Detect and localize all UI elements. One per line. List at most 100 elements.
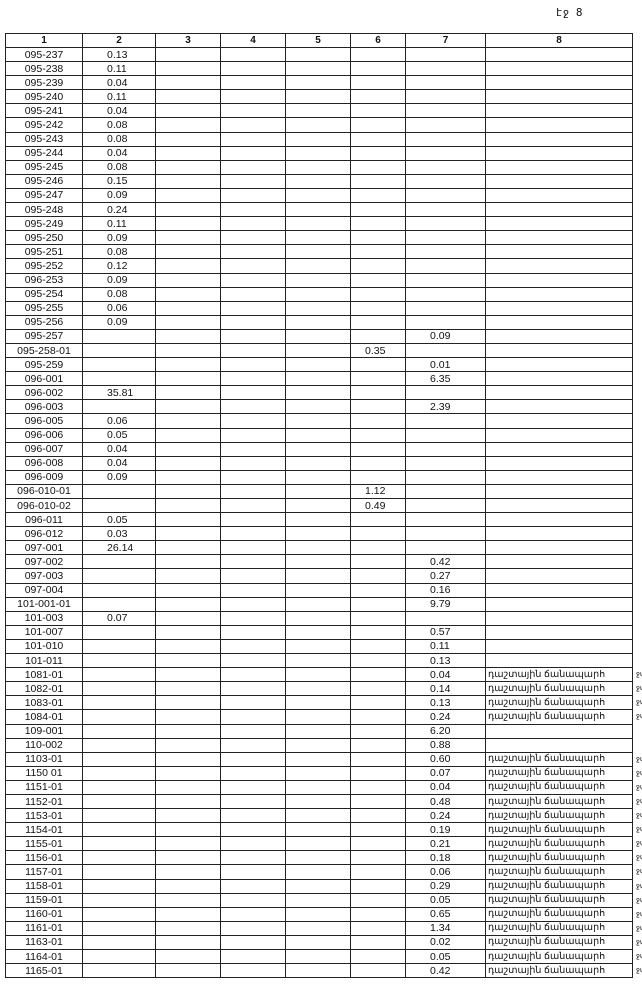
cell-col-5 [285,751,351,767]
column-header: 1 [5,33,83,48]
cell-col-8 [485,568,633,584]
cell-col-2 [82,836,156,852]
cell-col-5 [285,159,351,175]
cell-col-6 [350,920,406,936]
cell-col-2 [82,624,156,640]
cell-col-8 [485,159,633,175]
cell-col-7: 0.13 [405,695,486,711]
cell-col-2: 0.06 [82,300,156,316]
cell-col-1: 101-007 [5,624,83,640]
cell-col-8 [485,103,633,119]
cell-col-4 [220,596,286,612]
margin-note: ջմ [636,826,642,834]
cell-col-2 [82,638,156,655]
cell-col-6 [350,653,406,669]
cell-col-2 [82,906,156,922]
cell-col-5 [285,46,351,63]
cell-col-5 [285,540,351,556]
cell-col-4 [220,681,286,697]
cell-col-2: 0.04 [82,145,156,161]
cell-col-5 [285,554,351,570]
cell-col-5 [285,906,351,922]
cell-col-8: դաշտային ճանապարհ ջմ [485,878,642,894]
cell-col-8 [485,328,633,344]
table-row: 095-247 0.09 [5,187,633,204]
margin-note: ջմ [636,896,642,904]
land-type-text: դաշտային ճանապարհ [488,964,606,976]
cell-col-3 [155,173,221,189]
cell-col-6 [350,582,406,598]
cell-col-4 [220,737,286,753]
cell-col-7: 0.05 [405,892,486,908]
cell-col-8 [485,441,633,457]
cell-col-8 [485,653,633,669]
cell-col-7 [405,300,486,316]
cell-col-3 [155,357,221,373]
cell-col-7 [405,61,486,77]
land-type-text: դաշտային ճանապարհ [488,795,606,807]
margin-note: ջմ [636,854,642,862]
cell-col-3 [155,695,221,711]
cell-col-3 [155,512,221,528]
cell-col-4 [220,46,286,63]
cell-col-2 [82,878,156,894]
cell-col-2 [82,808,156,824]
cell-col-6 [350,173,406,189]
cell-col-8 [485,202,633,218]
cell-col-6 [350,526,406,542]
cell-col-2 [82,399,156,415]
cell-col-7: 6.20 [405,723,486,739]
cell-col-1: 1164-01 [5,948,83,965]
land-type-text: դաշտային ճանապարհ [488,865,606,877]
cell-col-1: 096-008 [5,455,83,471]
cell-col-7: 0.57 [405,624,486,640]
cell-col-2 [82,793,156,810]
cell-col-8: դաշտային ճանապարհ ջմ [485,963,642,979]
cell-col-4 [220,89,286,105]
cell-col-6 [350,610,406,626]
cell-col-2: 0.12 [82,258,156,274]
cell-col-2 [82,892,156,908]
cell-col-1: 095-251 [5,244,83,260]
cell-col-2: 0.11 [82,89,156,105]
cell-col-5 [285,765,351,781]
cell-col-4 [220,497,286,514]
cell-col-6 [350,441,406,457]
table-row: 101-007 0.57 [5,624,633,640]
cell-col-7: 0.24 [405,808,486,824]
cell-col-7 [405,526,486,542]
cell-col-6 [350,202,406,218]
cell-col-7 [405,202,486,218]
land-type-text: դաշտային ճանապարհ [488,851,606,863]
land-type-text: դաշտային ճանապարհ [488,880,606,892]
cell-col-6 [350,836,406,852]
cell-col-8 [485,723,633,739]
cell-col-2 [82,681,156,697]
cell-col-2 [82,568,156,584]
cell-col-7 [405,483,486,500]
table-row: 095-251 0.08 [5,244,633,260]
cell-col-8 [485,497,633,514]
cell-col-3 [155,822,221,838]
cell-col-3 [155,681,221,697]
cell-col-3 [155,864,221,880]
cell-col-4 [220,779,286,795]
cell-col-6 [350,512,406,528]
cell-col-1: 095-237 [5,46,83,63]
cell-col-3 [155,850,221,866]
cell-col-1: 095-248 [5,202,83,218]
cell-col-3 [155,624,221,640]
table-row: 095-240 0.11 [5,89,633,105]
cell-col-7 [405,145,486,161]
cell-col-1: 110-002 [5,737,83,753]
cell-col-5 [285,723,351,739]
table-row: 101-010 0.11 [5,638,633,655]
cell-col-7: 0.01 [405,357,486,373]
land-type-text: դաշտային ճանապարհ [488,922,606,934]
cell-col-3 [155,526,221,542]
cell-col-8 [485,455,633,471]
cell-col-5 [285,342,351,359]
cell-col-5 [285,737,351,753]
